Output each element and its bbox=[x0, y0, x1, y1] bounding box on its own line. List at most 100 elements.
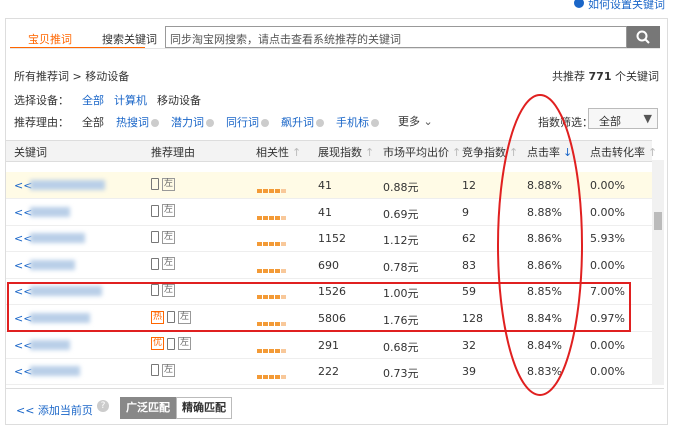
cell-conversion: 7.00% bbox=[590, 285, 625, 299]
cell-price: 0.78元 bbox=[383, 260, 419, 274]
column-header-text[interactable]: 展现指数 bbox=[318, 146, 362, 159]
cell-impressions: 41 bbox=[318, 205, 332, 219]
scrollbar[interactable] bbox=[652, 160, 664, 385]
breadcrumb-root[interactable]: 所有推荐词 bbox=[14, 70, 69, 83]
reason-option[interactable]: 手机标 bbox=[336, 116, 379, 129]
column-header-text[interactable]: 点击率 bbox=[527, 146, 560, 159]
table-row: << 左 41 0.69元 9 8.88% 0.00% bbox=[6, 199, 652, 226]
reason-option[interactable]: 同行词 bbox=[226, 116, 269, 129]
device-option[interactable]: 全部 bbox=[82, 94, 104, 107]
relevance-segment bbox=[257, 348, 262, 353]
more-button[interactable]: 更多 ⌄ bbox=[398, 115, 433, 128]
relevance-segment bbox=[257, 322, 262, 326]
relevance-segment bbox=[281, 268, 286, 273]
match-option[interactable]: 精确匹配 bbox=[176, 397, 232, 419]
relevance-segment bbox=[257, 215, 262, 220]
add-keyword-button[interactable]: << bbox=[14, 338, 33, 352]
more-text[interactable]: 更多 bbox=[398, 115, 420, 128]
relevance-segment bbox=[275, 348, 280, 353]
reason-option-text[interactable]: 手机标 bbox=[336, 116, 369, 129]
relevance-segment bbox=[275, 215, 280, 220]
reason-option[interactable]: 热搜词 bbox=[116, 116, 159, 129]
reason-option[interactable]: 飙升词 bbox=[281, 116, 324, 129]
column-header[interactable]: 市场平均出价 ↑ bbox=[383, 144, 461, 160]
add-keyword-button[interactable]: << bbox=[14, 258, 33, 272]
reason-option[interactable]: 潜力词 bbox=[171, 116, 214, 129]
add-keyword-button[interactable]: << bbox=[14, 365, 33, 379]
phone-icon bbox=[151, 231, 159, 244]
help-icon[interactable]: ? bbox=[97, 400, 109, 412]
info-dot bbox=[151, 119, 159, 127]
reason-badge: 热 bbox=[151, 310, 164, 324]
relevance-segment bbox=[275, 242, 280, 247]
annotation-rect bbox=[7, 282, 631, 332]
reason-options: 全部 热搜词 潜力词 同行词 飙升词 手机标 bbox=[82, 114, 391, 130]
add-page-link[interactable]: << 添加当前页 bbox=[16, 404, 93, 417]
column-header-text[interactable]: 相关性 bbox=[256, 146, 289, 159]
column-header[interactable]: 点击转化率 ↑ bbox=[590, 144, 657, 160]
reason-option-text[interactable]: 潜力词 bbox=[171, 116, 204, 129]
info-dot bbox=[206, 119, 214, 127]
column-header-text[interactable]: 点击转化率 bbox=[590, 146, 645, 159]
info-dot bbox=[261, 119, 269, 127]
add-keyword-button[interactable]: << bbox=[14, 312, 33, 325]
phone-icon bbox=[151, 284, 159, 297]
add-keyword-button[interactable]: << bbox=[14, 232, 33, 246]
column-header[interactable]: 竞争指数 ↑ bbox=[462, 144, 518, 160]
column-header-text[interactable]: 竞争指数 bbox=[462, 146, 506, 159]
match-option-active[interactable]: 广泛匹配 bbox=[120, 397, 176, 419]
add-keyword-button[interactable]: << bbox=[14, 179, 33, 192]
cell-ctr: 8.88% bbox=[527, 179, 562, 192]
relevance-segment bbox=[257, 295, 262, 300]
reason-option-text[interactable]: 热搜词 bbox=[116, 116, 149, 129]
reason-icons: 左 bbox=[151, 363, 175, 377]
reason-option[interactable]: 全部 bbox=[82, 116, 104, 129]
device-option[interactable]: 计算机 bbox=[114, 94, 147, 107]
relevance-segment bbox=[263, 348, 268, 353]
search-input[interactable]: 同步淘宝网搜索，请点击查看系统推荐的关键词 bbox=[165, 26, 627, 48]
reason-option-text[interactable]: 飙升词 bbox=[281, 116, 314, 129]
relevance-segment bbox=[275, 375, 280, 380]
cell-conversion: 0.97% bbox=[590, 312, 625, 325]
add-keyword-button[interactable]: << bbox=[14, 285, 33, 299]
reason-option-text[interactable]: 全部 bbox=[82, 116, 104, 129]
sort-icon: ↑ bbox=[648, 146, 658, 159]
relevance-segment bbox=[269, 322, 274, 326]
table-row: << 左 41 0.88元 12 8.88% 0.00% bbox=[6, 172, 652, 199]
cell-impressions: 1526 bbox=[318, 285, 346, 299]
relevance-segment bbox=[269, 242, 274, 247]
breadcrumb-current: 移动设备 bbox=[85, 70, 130, 83]
relevance-segment bbox=[281, 189, 286, 193]
index-filter-select[interactable]: 全部 ▼ bbox=[588, 108, 658, 129]
add-keyword-button[interactable]: << bbox=[14, 205, 33, 219]
tab[interactable]: 搜索关键词 bbox=[102, 33, 157, 46]
relevance-segment bbox=[263, 295, 268, 300]
reason-option-text[interactable]: 同行词 bbox=[226, 116, 259, 129]
device-option[interactable]: 移动设备 bbox=[157, 94, 201, 107]
relevance-segment bbox=[257, 189, 262, 193]
reason-tag: 左 bbox=[162, 204, 175, 218]
tab[interactable]: 宝贝推词 bbox=[28, 33, 72, 46]
reason-icons: 左 bbox=[151, 283, 175, 297]
tab-divider bbox=[10, 48, 660, 49]
cell-price: 1.00元 bbox=[383, 287, 419, 301]
sort-icon: ↑ bbox=[292, 146, 302, 159]
help-link[interactable]: 如何设置关键词 bbox=[574, 0, 665, 12]
cell-ctr: 8.86% bbox=[527, 232, 562, 246]
column-header-text: 关键词 bbox=[14, 146, 47, 159]
column-header[interactable]: 点击率 ↓ bbox=[527, 144, 572, 160]
table-row: << 左 690 0.78元 83 8.86% 0.00% bbox=[6, 252, 652, 279]
blurred-keyword bbox=[30, 366, 80, 377]
summary: 共推荐 771 个关键词 bbox=[552, 68, 659, 84]
column-header-text[interactable]: 市场平均出价 bbox=[383, 146, 449, 159]
cell-impressions: 41 bbox=[318, 179, 332, 192]
column-header[interactable]: 展现指数 ↑ bbox=[318, 144, 374, 160]
footer-divider bbox=[6, 388, 664, 389]
column-header[interactable]: 相关性 ↑ bbox=[256, 144, 301, 160]
cell-competition: 12 bbox=[462, 179, 476, 192]
help-link-text[interactable]: 如何设置关键词 bbox=[588, 0, 665, 11]
relevance-segment bbox=[263, 189, 268, 193]
search-button[interactable] bbox=[627, 26, 660, 48]
cell-price: 0.69元 bbox=[383, 207, 419, 221]
